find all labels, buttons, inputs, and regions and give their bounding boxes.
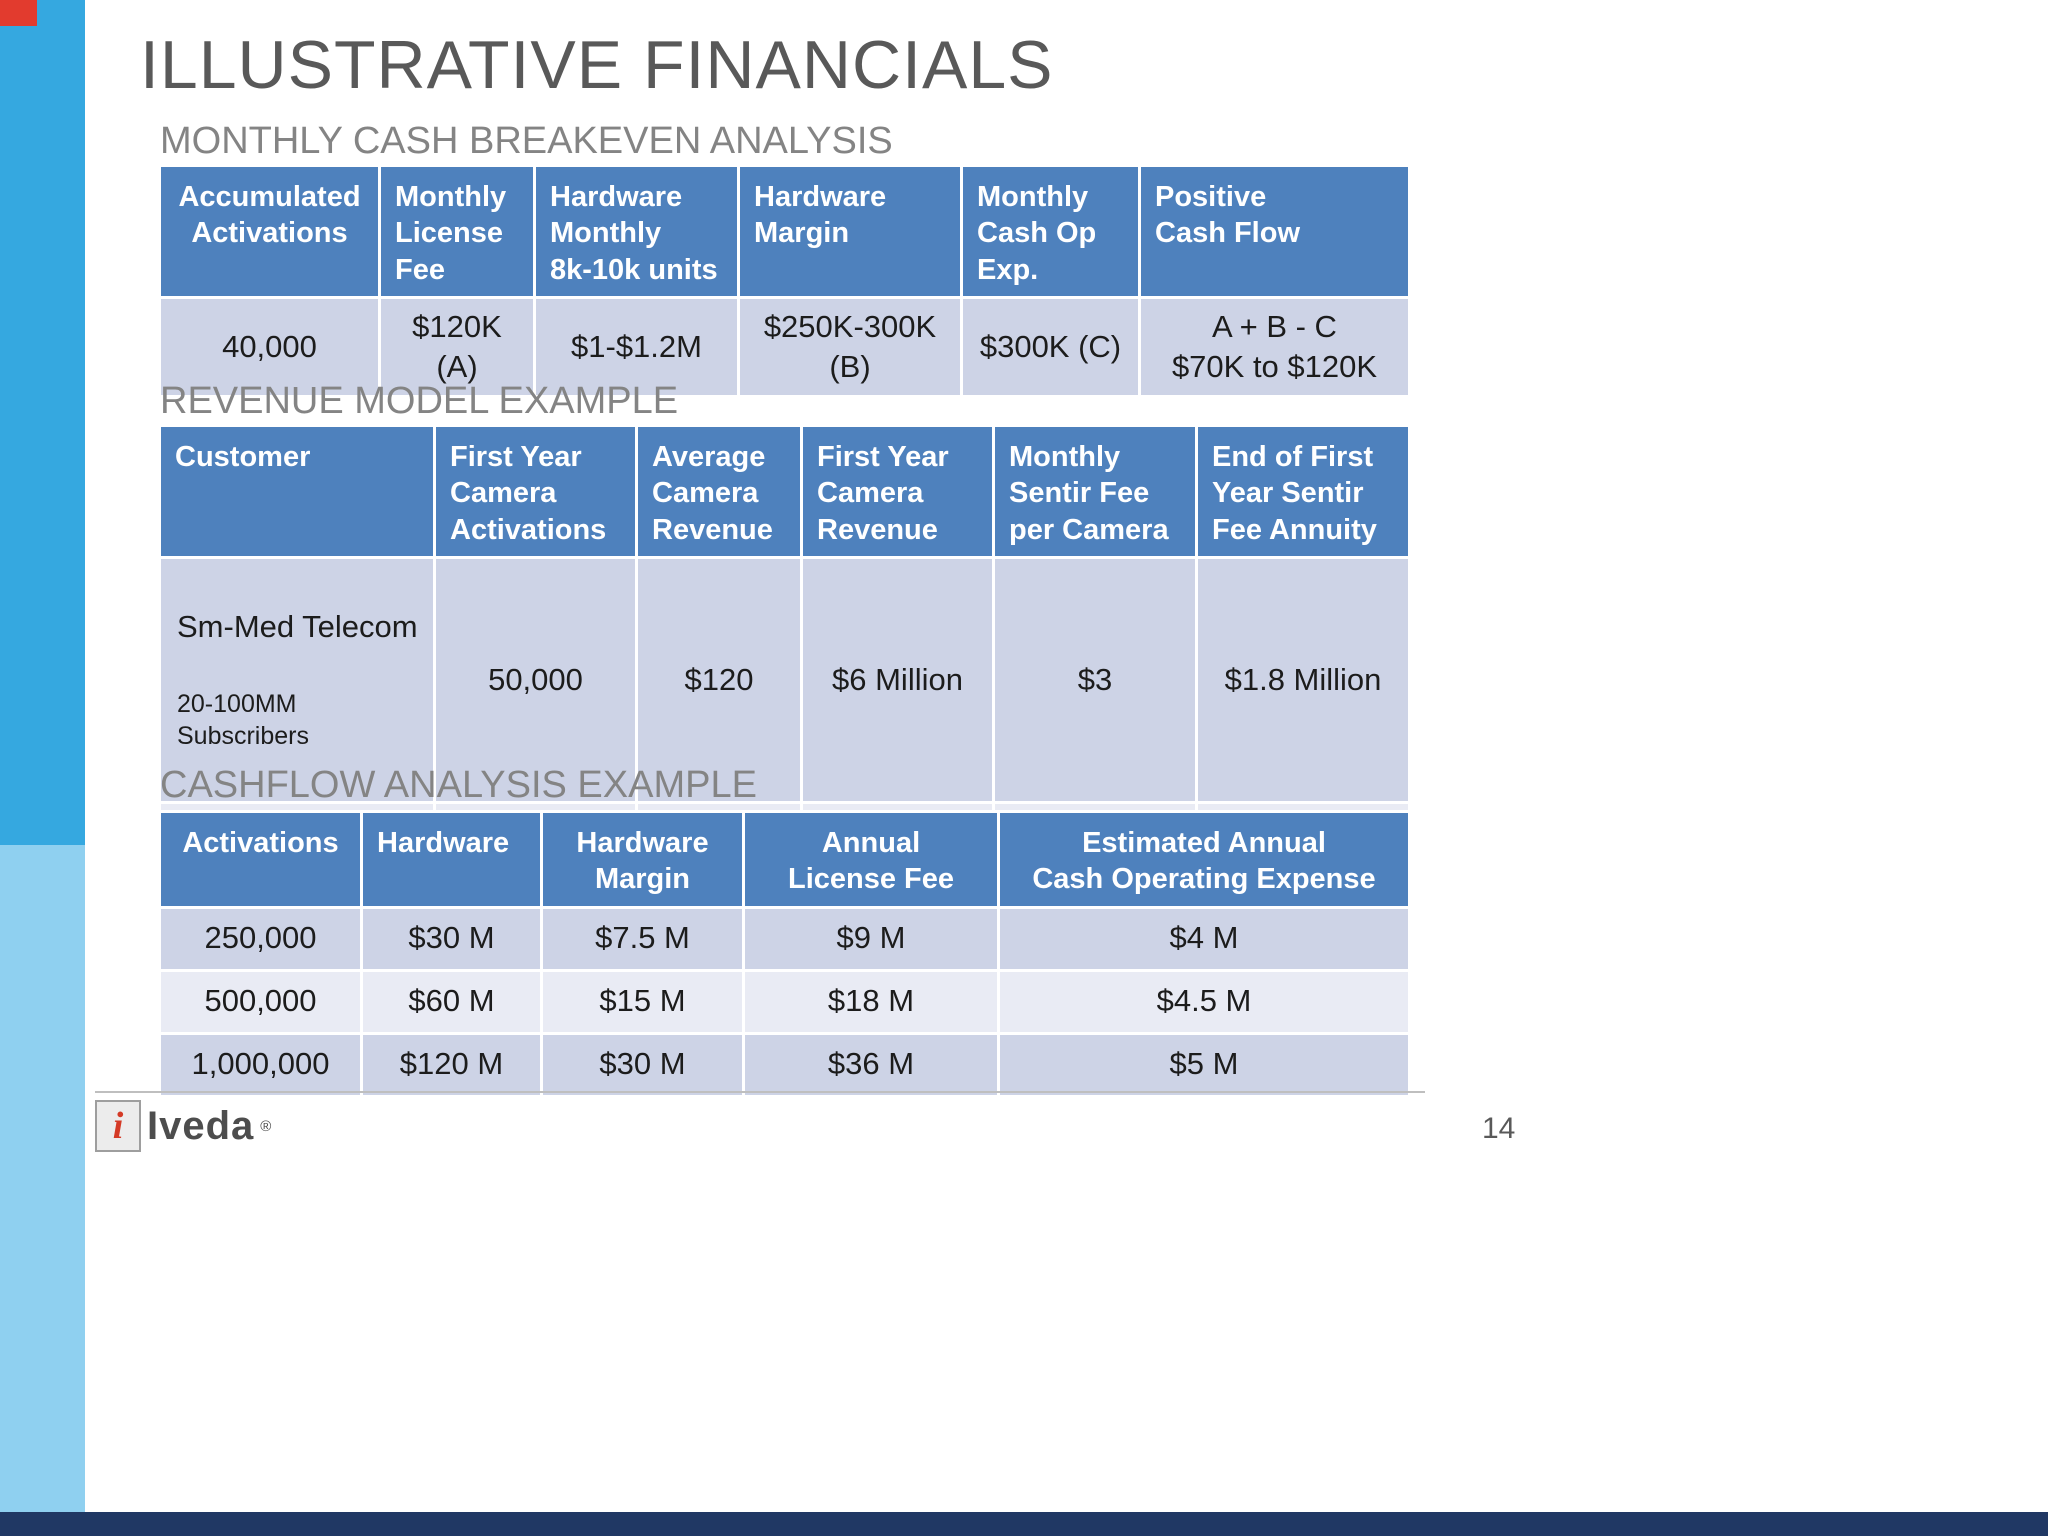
data-cell: $15 M bbox=[540, 968, 745, 1035]
data-cell: $1.8 Million bbox=[1195, 555, 1411, 804]
header-cell: Customer bbox=[158, 424, 436, 559]
header-cell: First Year Camera Revenue bbox=[800, 424, 995, 559]
header-cell: First Year Camera Activations bbox=[433, 424, 638, 559]
data-cell: 50,000 bbox=[433, 555, 638, 804]
data-cell: $120 M bbox=[360, 1031, 543, 1098]
header-cell: Monthly License Fee bbox=[378, 164, 536, 299]
data-cell: $18 M bbox=[742, 968, 1000, 1035]
header-cell: Hardware Monthly 8k-10k units bbox=[533, 164, 740, 299]
corner-red-accent bbox=[0, 0, 37, 26]
left-accent-strip-bottom bbox=[0, 845, 85, 1512]
section-heading-cashflow: CASHFLOW ANALYSIS EXAMPLE bbox=[160, 764, 757, 806]
header-cell: Estimated Annual Cash Operating Expense bbox=[997, 810, 1411, 909]
breakeven-table: Accumulated Activations Monthly License … bbox=[158, 164, 1411, 399]
cashflow-table-grid: Activations Hardware Hardware Margin Ann… bbox=[158, 810, 1411, 1098]
customer-cell: Sm-Med Telecom 20-100MM Subscribers bbox=[158, 555, 436, 804]
data-cell: 500,000 bbox=[158, 968, 363, 1035]
table-row: Sm-Med Telecom 20-100MM Subscribers 50,0… bbox=[158, 555, 1411, 804]
breakeven-table-grid: Accumulated Activations Monthly License … bbox=[158, 164, 1411, 399]
table-row: 250,000 $30 M $7.5 M $9 M $4 M bbox=[158, 905, 1411, 972]
data-cell: $7.5 M bbox=[540, 905, 745, 972]
data-cell: $120 bbox=[635, 555, 803, 804]
registered-trademark-symbol: ® bbox=[260, 1117, 272, 1135]
data-cell: $300K (C) bbox=[960, 295, 1141, 399]
footer-accent-bar bbox=[0, 1512, 2048, 1536]
header-cell: End of First Year Sentir Fee Annuity bbox=[1195, 424, 1411, 559]
header-cell: Positive Cash Flow bbox=[1138, 164, 1411, 299]
data-cell: 250,000 bbox=[158, 905, 363, 972]
page-number: 14 bbox=[1482, 1112, 1516, 1145]
data-cell: $60 M bbox=[360, 968, 543, 1035]
page-title: ILLUSTRATIVE FINANCIALS bbox=[140, 27, 1054, 103]
table-header-row: Activations Hardware Hardware Margin Ann… bbox=[158, 810, 1411, 909]
data-cell: $36 M bbox=[742, 1031, 1000, 1098]
data-cell: $3 bbox=[992, 555, 1198, 804]
data-cell: A + B - C $70K to $120K bbox=[1138, 295, 1411, 399]
iveda-logo-mark: i bbox=[112, 1105, 124, 1147]
iveda-logo-icon: i bbox=[95, 1100, 141, 1152]
table-header-row: Accumulated Activations Monthly License … bbox=[158, 164, 1411, 299]
table-header-row: Customer First Year Camera Activations A… bbox=[158, 424, 1411, 559]
data-cell: $250K-300K (B) bbox=[737, 295, 963, 399]
customer-subscribers: 20-100MM Subscribers bbox=[177, 689, 309, 751]
iveda-logo: i Iveda ® bbox=[95, 1100, 271, 1152]
data-cell: $30 M bbox=[540, 1031, 745, 1098]
header-cell: Average Camera Revenue bbox=[635, 424, 803, 559]
data-cell: $1-$1.2M bbox=[533, 295, 740, 399]
header-cell: Monthly Sentir Fee per Camera bbox=[992, 424, 1198, 559]
data-cell: $4.5 M bbox=[997, 968, 1411, 1035]
cashflow-table: Activations Hardware Hardware Margin Ann… bbox=[158, 810, 1411, 1098]
data-cell: $5 M bbox=[997, 1031, 1411, 1098]
data-cell: $120K (A) bbox=[378, 295, 536, 399]
section-heading-breakeven: MONTHLY CASH BREAKEVEN ANALYSIS bbox=[160, 120, 893, 162]
data-cell: 1,000,000 bbox=[158, 1031, 363, 1098]
data-cell: 40,000 bbox=[158, 295, 381, 399]
header-cell: Hardware Margin bbox=[540, 810, 745, 909]
header-cell: Activations bbox=[158, 810, 363, 909]
section-heading-revenue: REVENUE MODEL EXAMPLE bbox=[160, 380, 679, 422]
header-cell: Annual License Fee bbox=[742, 810, 1000, 909]
table-row: 1,000,000 $120 M $30 M $36 M $5 M bbox=[158, 1031, 1411, 1098]
data-cell: $6 Million bbox=[800, 555, 995, 804]
header-cell: Accumulated Activations bbox=[158, 164, 381, 299]
data-cell: $9 M bbox=[742, 905, 1000, 972]
table-row: 500,000 $60 M $15 M $18 M $4.5 M bbox=[158, 968, 1411, 1035]
table-row: 40,000 $120K (A) $1-$1.2M $250K-300K (B)… bbox=[158, 295, 1411, 399]
header-cell: Hardware Margin bbox=[737, 164, 963, 299]
data-cell: $4 M bbox=[997, 905, 1411, 972]
footer-divider-line bbox=[95, 1091, 1425, 1093]
header-cell: Monthly Cash Op Exp. bbox=[960, 164, 1141, 299]
customer-name: Sm-Med Telecom bbox=[177, 609, 418, 645]
header-cell: Hardware bbox=[360, 810, 543, 909]
iveda-logo-text: Iveda bbox=[147, 1103, 255, 1148]
left-accent-strip-top bbox=[0, 0, 85, 845]
data-cell: $30 M bbox=[360, 905, 543, 972]
